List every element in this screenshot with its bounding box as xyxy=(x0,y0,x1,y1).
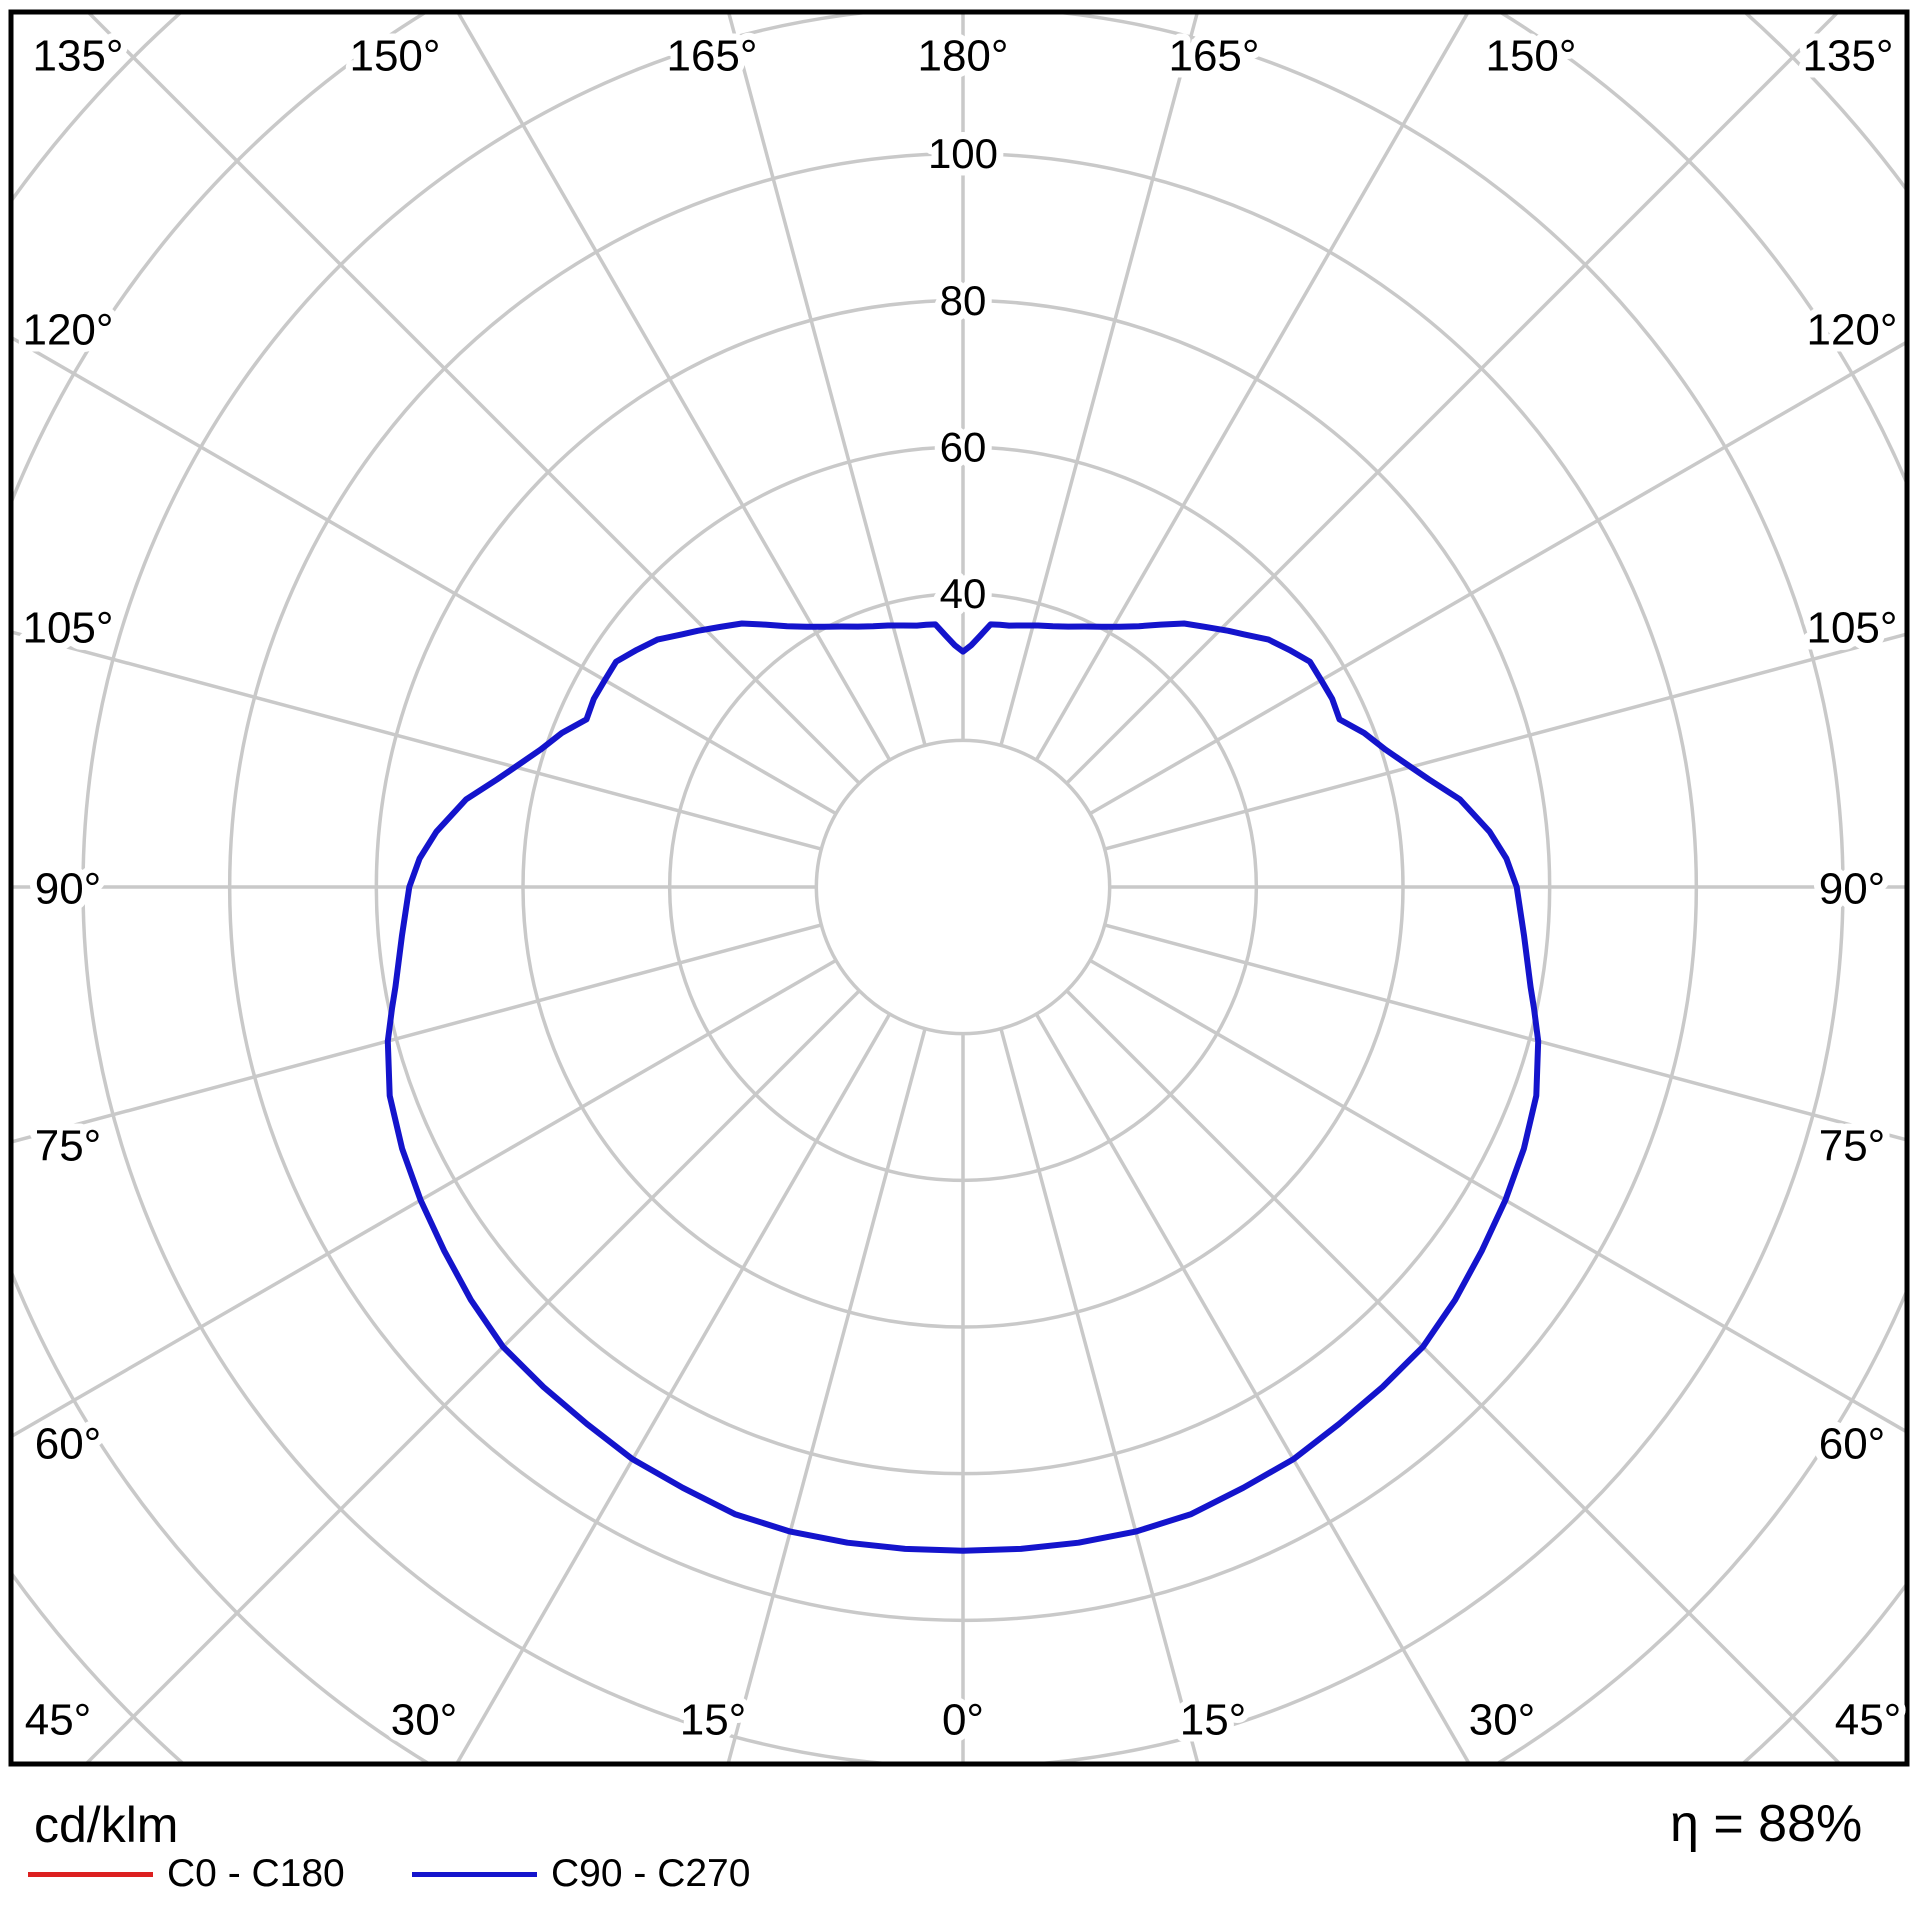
angular-grid-line xyxy=(1065,989,1843,1764)
legend-label: C90 - C270 xyxy=(551,1852,751,1895)
angle-label: 60° xyxy=(1819,1420,1886,1469)
legend-label: C0 - C180 xyxy=(167,1852,345,1895)
angle-label: 90° xyxy=(1819,865,1886,914)
angular-grid-line xyxy=(1104,923,1907,1142)
angle-label: 45° xyxy=(25,1696,92,1745)
angle-label: 105° xyxy=(22,604,113,653)
units-label: cd/klm xyxy=(34,1797,179,1853)
angular-grid-line xyxy=(11,923,822,1144)
angular-grid-line xyxy=(455,12,892,761)
radial-tick-label: 80 xyxy=(940,277,987,324)
angle-label: 30° xyxy=(391,1696,458,1745)
angular-grid-line xyxy=(1034,1013,1472,1764)
angle-label: 0° xyxy=(942,1696,984,1745)
angle-label: 90° xyxy=(35,865,102,914)
angular-grid-line xyxy=(1034,12,1471,761)
angle-label: 105° xyxy=(1806,604,1897,653)
angular-grid-line xyxy=(85,12,861,785)
angle-label: 15° xyxy=(1180,1696,1247,1745)
curve-c90-c270 xyxy=(384,620,1542,1554)
legend-item-c0-c180: C0 - C180 xyxy=(28,1852,345,1896)
angular-grid-line xyxy=(11,335,837,816)
c90-c270-line-swatch xyxy=(412,1871,537,1877)
angular-grid-line xyxy=(999,12,1200,746)
radial-tick-label: 100 xyxy=(928,130,998,177)
efficiency-value: η = 88% xyxy=(1670,1795,1863,1853)
angular-grid-line xyxy=(1089,339,1907,816)
angle-label: 45° xyxy=(1835,1696,1902,1745)
radial-tick-label: 40 xyxy=(940,570,987,617)
angular-grid-line xyxy=(11,630,822,851)
legend-item-c90-c270: C90 - C270 xyxy=(412,1852,750,1896)
angular-grid-line xyxy=(999,1028,1200,1764)
angle-label: 120° xyxy=(1806,306,1897,355)
angular-grid-line xyxy=(1089,958,1907,1435)
angle-label: 135° xyxy=(32,32,123,81)
angle-label: 150° xyxy=(349,32,440,81)
angular-grid-line xyxy=(1104,632,1907,851)
radial-grid-circle xyxy=(814,738,1112,1036)
angular-grid-line xyxy=(11,958,837,1439)
angular-grid-line xyxy=(1065,12,1841,785)
angular-grid-line xyxy=(454,1013,892,1764)
angle-label: 75° xyxy=(1819,1122,1886,1171)
angle-label: 150° xyxy=(1485,32,1576,81)
plot-frame xyxy=(8,9,1910,1767)
angle-label: 165° xyxy=(1168,32,1259,81)
angular-grid-line xyxy=(726,12,927,746)
angle-label: 165° xyxy=(666,32,757,81)
angular-grid-line xyxy=(83,989,861,1764)
radial-tick-label: 60 xyxy=(940,424,987,471)
angle-label: 75° xyxy=(35,1122,102,1171)
angle-label: 180° xyxy=(917,32,1008,81)
angle-label: 135° xyxy=(1802,32,1893,81)
c0-c180-line-swatch xyxy=(28,1871,153,1877)
angle-label: 120° xyxy=(22,306,113,355)
angular-grid-line xyxy=(726,1028,927,1764)
angle-label: 60° xyxy=(35,1420,102,1469)
angle-label: 15° xyxy=(680,1696,747,1745)
angle-label: 30° xyxy=(1469,1696,1536,1745)
